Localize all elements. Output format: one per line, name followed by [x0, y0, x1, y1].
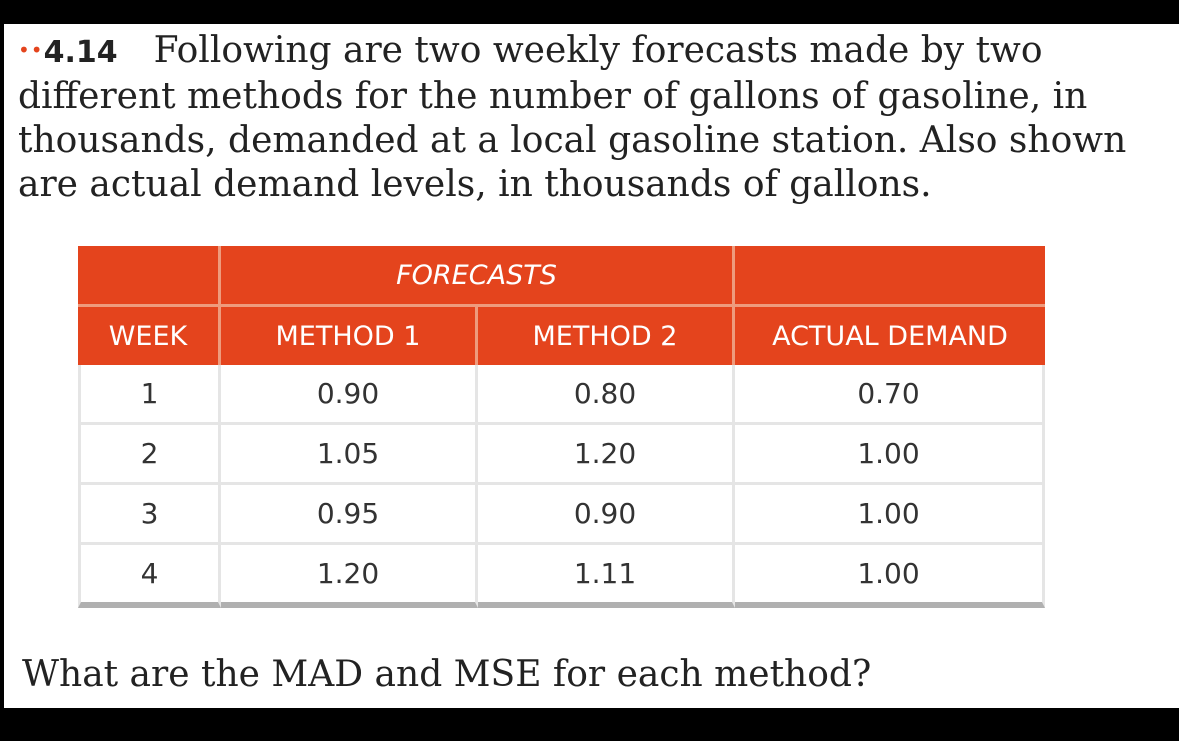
cell-week: 2 [78, 425, 221, 485]
cell-week: 4 [78, 545, 221, 608]
cell-method-1: 1.20 [221, 545, 478, 608]
header-week: WEEK [78, 307, 221, 365]
header-blank-actual [735, 246, 1045, 307]
table-row: 3 0.95 0.90 1.00 [78, 485, 1045, 545]
forecast-table: FORECASTS WEEK METHOD 1 METHOD 2 ACTUAL … [78, 246, 1045, 608]
table-row: 4 1.20 1.11 1.00 [78, 545, 1045, 608]
table-column-header-row: WEEK METHOD 1 METHOD 2 ACTUAL DEMAND [78, 307, 1045, 365]
header-forecasts: FORECASTS [221, 246, 735, 307]
question-text: What are the MAD and MSE for each method… [22, 654, 872, 695]
cell-week: 3 [78, 485, 221, 545]
difficulty-dots: •• [18, 38, 44, 62]
cell-actual-demand: 1.00 [735, 485, 1045, 545]
cell-method-1: 0.95 [221, 485, 478, 545]
header-blank-week [78, 246, 221, 307]
cell-actual-demand: 0.70 [735, 365, 1045, 425]
problem-statement: ••4.14 Following are two weekly forecasts… [18, 28, 1148, 207]
header-method-2: METHOD 2 [478, 307, 735, 365]
table-row: 1 0.90 0.80 0.70 [78, 365, 1045, 425]
cell-method-1: 0.90 [221, 365, 478, 425]
table-group-header-row: FORECASTS [78, 246, 1045, 307]
problem-text: Following are two weekly forecasts made … [18, 30, 1127, 205]
cell-method-1: 1.05 [221, 425, 478, 485]
table-row: 2 1.05 1.20 1.00 [78, 425, 1045, 485]
problem-number: 4.14 [43, 35, 118, 70]
cell-method-2: 0.90 [478, 485, 735, 545]
cell-method-2: 1.20 [478, 425, 735, 485]
cell-actual-demand: 1.00 [735, 425, 1045, 485]
cell-actual-demand: 1.00 [735, 545, 1045, 608]
header-method-1: METHOD 1 [221, 307, 478, 365]
cell-week: 1 [78, 365, 221, 425]
textbook-page: ••4.14 Following are two weekly forecasts… [4, 24, 1179, 708]
cell-method-2: 1.11 [478, 545, 735, 608]
header-actual-demand: ACTUAL DEMAND [735, 307, 1045, 365]
cell-method-2: 0.80 [478, 365, 735, 425]
